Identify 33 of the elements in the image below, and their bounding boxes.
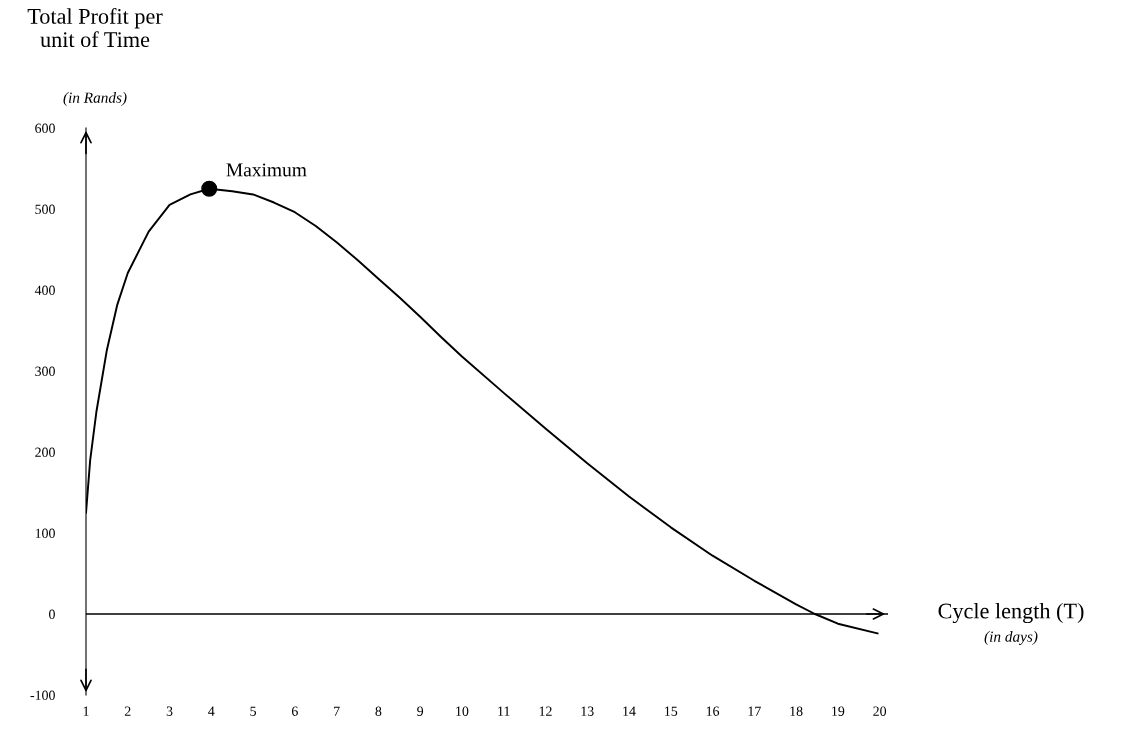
y-tick-label: 600: [35, 123, 55, 133]
text: (in Rands): [63, 92, 127, 106]
x-tick-label: 6: [291, 706, 298, 716]
x-tick-label: 8: [375, 706, 382, 716]
x-tick-label: 11: [498, 706, 510, 716]
y-tick-label: 300: [35, 366, 55, 376]
annotation: Maximum: [226, 163, 307, 177]
x-tick-label: 12: [539, 706, 552, 716]
x-tick-label: 5: [250, 706, 257, 716]
y-tick-label: 0: [49, 609, 55, 619]
x-tick-label: 20: [873, 706, 887, 716]
text: (in days): [984, 631, 1038, 645]
x-tick-label: 2: [124, 706, 131, 716]
y-axis-title: Total Profit per unit of Time: [27, 8, 163, 48]
x-tick-label: 7: [334, 706, 340, 716]
x-tick-label: 1: [83, 706, 89, 716]
y-tick-label: 100: [35, 528, 55, 538]
x-tick-label: 17: [748, 706, 761, 716]
x-tick-label: 14: [623, 706, 636, 716]
x-tick-label: 9: [417, 706, 424, 716]
y-tick-label: -100: [30, 690, 55, 700]
x-tick-label: 4: [208, 706, 215, 716]
x-tick-label: 18: [790, 706, 803, 716]
x-tick-label: 3: [166, 706, 173, 716]
x-tick-label: 10: [456, 706, 469, 716]
y-tick-label: 200: [35, 447, 55, 457]
x-axis-title: Cycle length (T): [938, 602, 1084, 624]
y-tick-label: 400: [34, 285, 55, 295]
x-tick-label: 15: [665, 706, 678, 716]
x-tick-label: 19: [832, 706, 845, 716]
y-tick-label: 500: [35, 204, 55, 214]
x-tick-label: 13: [581, 706, 594, 716]
x-tick-label: 16: [706, 706, 720, 716]
